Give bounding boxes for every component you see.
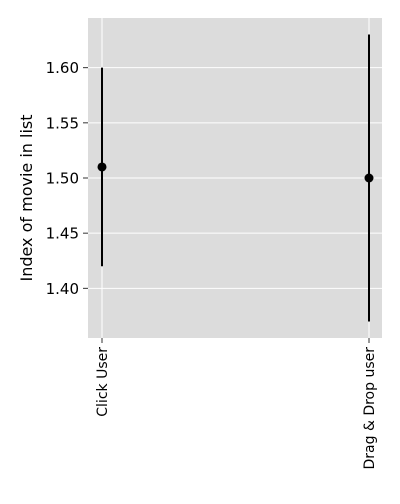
y-tick-label: 1.40 [46, 280, 79, 298]
y-tick-label: 1.50 [46, 170, 79, 188]
y-tick-label: 1.45 [46, 225, 79, 243]
x-tick-label: Click User [95, 347, 111, 417]
y-axis-ticks: 1.40 1.45 1.50 1.55 1.60 [46, 59, 88, 298]
data-points [97, 162, 374, 183]
y-tick-label: 1.60 [46, 59, 79, 77]
data-point [364, 173, 374, 183]
x-tick-label: Drag & Drop user [362, 347, 378, 470]
x-axis-ticks: Click User Drag & Drop user [95, 338, 378, 470]
y-tick-label: 1.55 [46, 114, 79, 132]
data-point [97, 162, 107, 172]
y-axis-label: Index of movie in list [17, 114, 36, 281]
